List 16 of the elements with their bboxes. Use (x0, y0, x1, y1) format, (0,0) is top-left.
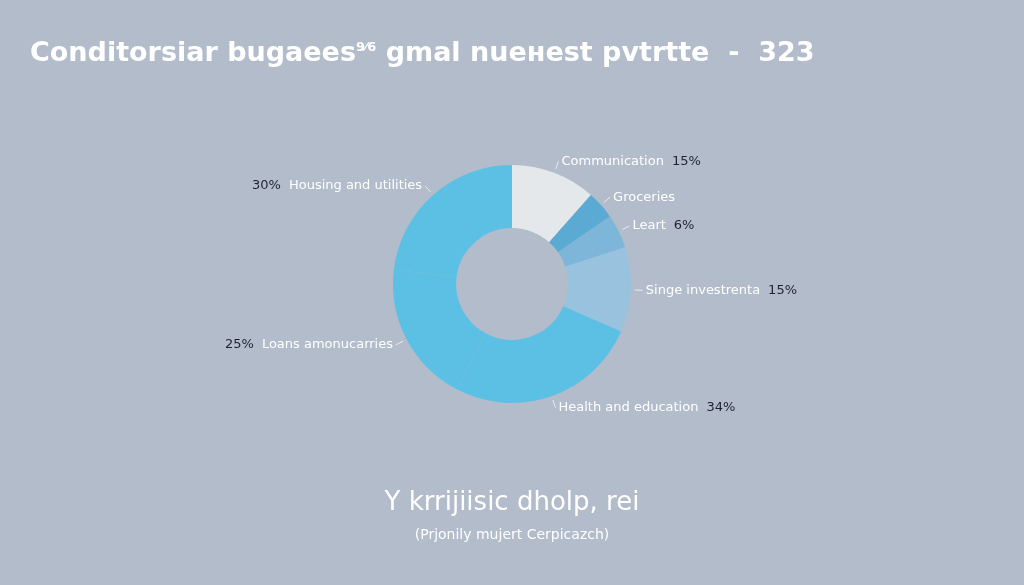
slice-label: Communication (561, 152, 664, 168)
slice-label: Housing and utilities (288, 177, 423, 193)
text: (Prjonily mujert Cerpicazch) (413, 526, 611, 542)
data-label: 6% (673, 217, 695, 233)
slice-label: Leart (632, 217, 666, 233)
slice-label: Loans amonucarries (261, 336, 394, 352)
data-label: 15% (768, 281, 798, 297)
slice-label: Health and education (558, 398, 699, 414)
data-label: 34% (706, 398, 736, 414)
data-label: 15% (671, 152, 701, 168)
text: Y krrijiisic dholp, rei (383, 486, 641, 516)
chart-title: Conditorsiar bugaees$^{9⁄6}$ gmal nueнest pvtrtte - 323 (30, 36, 815, 67)
data-label: 25% (225, 336, 254, 352)
data-label: 30% (252, 177, 281, 193)
slice-label: Groceries (613, 188, 676, 204)
slice-label: Singe investrenta (645, 281, 761, 297)
